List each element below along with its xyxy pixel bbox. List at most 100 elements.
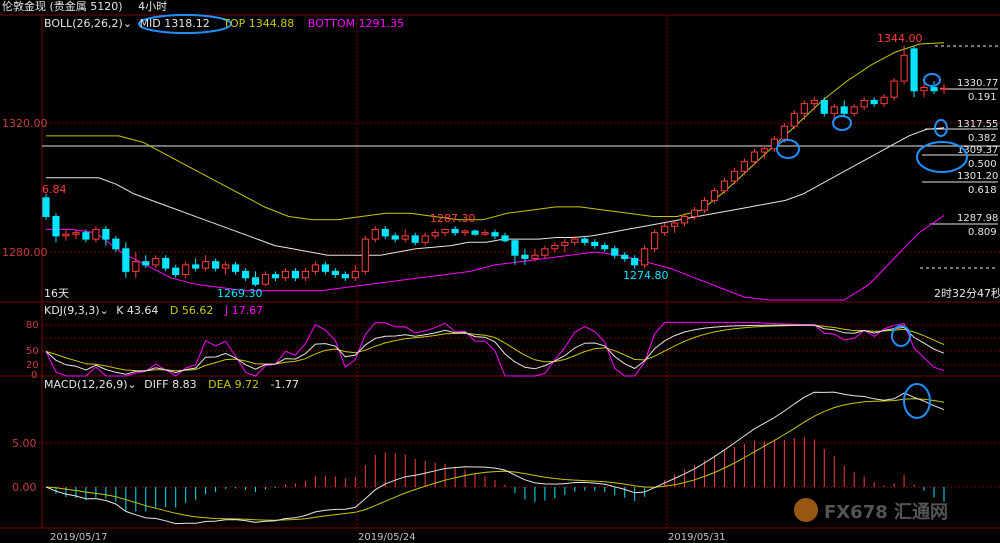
candle: [740, 158, 749, 175]
candle: [661, 222, 669, 236]
candle: [810, 97, 818, 111]
macd-axis: 5.00 0.00: [12, 437, 37, 494]
candle-body-up: [680, 216, 689, 224]
boll-bottom-value: BOTTOM 1291.35: [307, 17, 405, 30]
chevron-down-icon[interactable]: ⌄: [99, 304, 109, 317]
candle: [471, 229, 479, 236]
watermark: FX678 汇通网: [794, 498, 948, 523]
candle-body-down: [102, 228, 110, 240]
candle-body-up: [72, 232, 80, 235]
candle-body-down: [142, 261, 150, 266]
candle-body-up: [62, 233, 70, 237]
candle: [291, 268, 300, 282]
candle-body-up: [860, 99, 868, 108]
x-label-0517: 2019/05/17: [50, 532, 108, 543]
candle: [551, 242, 559, 252]
candle: [690, 206, 699, 220]
candle: [52, 213, 60, 243]
candle-body-down: [411, 235, 419, 243]
macd-indicator-label[interactable]: MACD(12,26,9): [44, 378, 128, 391]
macd-hist-value: -1.77: [270, 378, 300, 391]
candle-body-down: [241, 270, 250, 279]
candle-body-down: [52, 216, 60, 237]
boll-bottom-line: [46, 214, 945, 301]
candle: [561, 239, 569, 252]
candle: [301, 268, 310, 282]
candle-body-up: [261, 274, 270, 285]
kdj-d-value: D 56.62: [169, 304, 214, 317]
candle: [940, 84, 948, 94]
candle: [361, 235, 369, 275]
candle: [571, 235, 579, 246]
macd-tick-5: 5.00: [12, 437, 37, 450]
candle-body-up: [551, 245, 559, 250]
candle-body-up: [222, 264, 230, 269]
boll-mid-value: MID 1318.12: [139, 17, 210, 30]
candle: [311, 261, 319, 275]
candle: [860, 97, 868, 111]
kdj-k-value: K 43.64: [116, 304, 159, 317]
candle-body-down: [82, 232, 90, 240]
candle: [441, 228, 449, 236]
candle: [890, 77, 898, 101]
candle: [381, 226, 389, 240]
candle-body-up: [790, 112, 798, 127]
y-tick-1280: 1280.00: [2, 246, 48, 259]
candle-body-down: [212, 261, 220, 269]
candle-body-up: [890, 80, 898, 98]
fib-ratio-5: 0.809: [968, 227, 997, 238]
candle: [192, 258, 200, 272]
candle-body-down: [271, 274, 280, 279]
candle: [411, 232, 419, 246]
boll-top-value: TOP 1344.88: [223, 17, 295, 30]
macd-diff-value: DIFF 8.83: [144, 378, 197, 391]
candle: [750, 148, 759, 165]
candle: [231, 261, 240, 275]
candle: [790, 110, 798, 130]
candle: [920, 81, 928, 98]
candle: [92, 226, 100, 243]
macd-tick-0: 0.00: [12, 481, 37, 494]
candle-body-down: [112, 238, 120, 250]
candle: [541, 245, 549, 259]
candle-body-down: [251, 277, 260, 285]
candle: [880, 93, 888, 107]
candle-body-up: [690, 209, 699, 218]
candle-body-up: [780, 125, 788, 140]
annotation-high: 1344.00: [877, 32, 923, 45]
candle: [611, 245, 619, 259]
boll-indicator-label[interactable]: BOLL(26,26,2): [44, 17, 123, 30]
candle-body-down: [591, 241, 599, 247]
kdj-j-line: [45, 321, 945, 377]
candle-body-up: [421, 235, 429, 243]
kdj-indicator-label[interactable]: KDJ(9,3,3): [44, 304, 100, 317]
kdj-header: KDJ(9,3,3)⌄ K 43.64 D 56.62 J 17.67: [44, 305, 263, 317]
fib-ratio-2: 0.382: [968, 133, 997, 144]
candle: [132, 252, 140, 278]
annotation-left: 6.84: [42, 183, 67, 196]
period-selector[interactable]: 4小时: [138, 0, 168, 13]
chevron-down-icon[interactable]: ⌄: [122, 17, 133, 30]
candle: [391, 232, 399, 243]
candle: [331, 268, 339, 278]
period-tag: 16天: [44, 287, 69, 300]
candle: [142, 255, 150, 269]
chevron-down-icon[interactable]: ⌄: [127, 378, 137, 391]
candle: [212, 258, 220, 272]
candle-body-up: [132, 261, 140, 272]
candle-body-down: [321, 264, 329, 272]
candle-body-down: [291, 270, 300, 279]
candle-body-down: [611, 248, 619, 256]
candle: [182, 261, 190, 278]
candle: [800, 100, 808, 120]
candle: [770, 135, 778, 153]
candle-body-up: [880, 96, 888, 105]
watermark-text: FX678 汇通网: [824, 502, 948, 523]
candle-body-down: [521, 254, 529, 259]
candle: [42, 193, 50, 220]
candle-body-down: [870, 99, 878, 105]
candle-body-up: [940, 87, 948, 90]
candle-body-down: [391, 235, 399, 240]
